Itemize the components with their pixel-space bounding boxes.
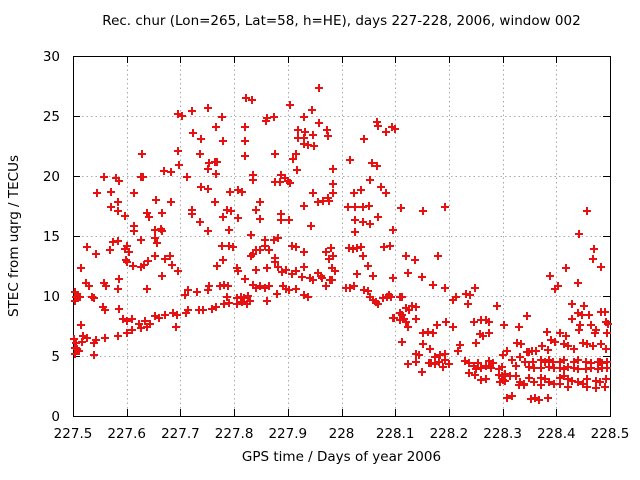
x-tick-label: 228.4 <box>537 426 576 442</box>
y-tick-labels: 0 5 10 15 20 25 30 <box>43 49 60 425</box>
x-tick-labels: 227.5 227.6 227.7 227.8 227.9 228 228.1 228.2 22… <box>54 426 630 442</box>
x-tick-label: 228.5 <box>591 426 630 442</box>
x-tick-label: 227.8 <box>215 426 254 442</box>
y-tick-label: 20 <box>43 169 60 185</box>
x-tick-label: 227.5 <box>54 426 93 442</box>
x-tick-label: 228 <box>329 426 355 442</box>
x-tick-label: 228.2 <box>430 426 469 442</box>
chart-title: Rec. chur (Lon=265, Lat=58, h=HE), days … <box>102 13 581 29</box>
scatter-markers <box>70 84 612 404</box>
x-tick-label: 228.3 <box>483 426 522 442</box>
y-tick-label: 10 <box>43 289 60 305</box>
y-tick-label: 0 <box>51 409 60 425</box>
y-tick-label: 5 <box>51 349 60 365</box>
x-tick-label: 227.6 <box>107 426 146 442</box>
x-axis-label: GPS time / Days of year 2006 <box>241 449 442 465</box>
y-axis-label: STEC from uqrg / TECUs <box>6 154 22 318</box>
y-tick-label: 30 <box>43 49 60 65</box>
y-tick-label: 15 <box>43 229 60 245</box>
x-tick-label: 228.1 <box>376 426 415 442</box>
data-points <box>70 84 612 404</box>
x-tick-label: 227.9 <box>268 426 307 442</box>
axis-ticks <box>73 56 611 417</box>
x-tick-label: 227.7 <box>161 426 200 442</box>
y-tick-label: 25 <box>43 109 60 125</box>
